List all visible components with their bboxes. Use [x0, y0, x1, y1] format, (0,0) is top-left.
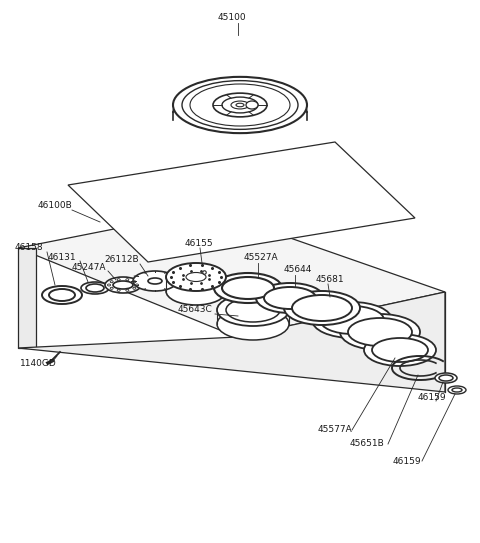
Ellipse shape: [148, 278, 162, 284]
Text: 46100B: 46100B: [38, 200, 73, 210]
Text: 26112B: 26112B: [104, 256, 139, 264]
Ellipse shape: [113, 281, 133, 289]
Text: 45651B: 45651B: [350, 439, 385, 449]
Ellipse shape: [110, 281, 113, 283]
Ellipse shape: [213, 93, 267, 117]
Ellipse shape: [452, 388, 462, 392]
Ellipse shape: [110, 287, 113, 289]
Ellipse shape: [284, 291, 360, 325]
Polygon shape: [68, 142, 415, 262]
Ellipse shape: [105, 277, 141, 293]
Ellipse shape: [133, 271, 177, 291]
Ellipse shape: [42, 286, 82, 304]
Ellipse shape: [86, 284, 104, 292]
Text: 45644: 45644: [284, 266, 312, 275]
Ellipse shape: [108, 284, 110, 286]
Ellipse shape: [246, 101, 258, 109]
Polygon shape: [18, 248, 36, 348]
Ellipse shape: [364, 334, 436, 366]
Ellipse shape: [173, 77, 307, 133]
Ellipse shape: [126, 279, 129, 281]
Ellipse shape: [133, 281, 136, 283]
Polygon shape: [18, 292, 445, 392]
Ellipse shape: [126, 289, 129, 292]
Ellipse shape: [264, 287, 316, 309]
Polygon shape: [18, 210, 445, 337]
Ellipse shape: [222, 277, 274, 299]
Ellipse shape: [448, 386, 466, 394]
Text: 45527A: 45527A: [244, 254, 278, 262]
Ellipse shape: [81, 282, 109, 294]
Ellipse shape: [190, 84, 290, 126]
Ellipse shape: [191, 275, 201, 279]
Ellipse shape: [117, 289, 120, 292]
Ellipse shape: [166, 263, 226, 291]
Ellipse shape: [217, 294, 289, 326]
Ellipse shape: [214, 273, 282, 303]
Ellipse shape: [226, 298, 280, 322]
Text: 45247A: 45247A: [72, 262, 107, 272]
Ellipse shape: [231, 101, 249, 109]
Ellipse shape: [320, 306, 384, 334]
Ellipse shape: [133, 287, 136, 289]
Ellipse shape: [439, 375, 453, 381]
Text: 46131: 46131: [48, 252, 77, 262]
Ellipse shape: [236, 103, 244, 107]
Text: 45681: 45681: [316, 275, 345, 285]
Text: 46159: 46159: [418, 394, 446, 402]
Ellipse shape: [340, 314, 420, 350]
Ellipse shape: [182, 81, 298, 129]
Ellipse shape: [135, 284, 139, 286]
Text: 45100: 45100: [218, 12, 247, 22]
Ellipse shape: [435, 373, 457, 383]
Ellipse shape: [186, 273, 206, 281]
Text: 45643C: 45643C: [178, 306, 213, 314]
Ellipse shape: [222, 97, 258, 113]
Ellipse shape: [166, 277, 226, 305]
Text: 46155: 46155: [185, 239, 214, 249]
Ellipse shape: [49, 289, 75, 301]
Ellipse shape: [348, 318, 412, 346]
Text: 1140GD: 1140GD: [20, 358, 57, 368]
Ellipse shape: [292, 295, 352, 321]
Text: 46158: 46158: [15, 243, 44, 251]
Text: 46159: 46159: [393, 457, 421, 465]
Ellipse shape: [372, 338, 428, 362]
Text: 45577A: 45577A: [318, 426, 353, 434]
Ellipse shape: [256, 283, 324, 313]
Ellipse shape: [312, 302, 392, 338]
Ellipse shape: [117, 279, 120, 281]
Ellipse shape: [217, 308, 289, 340]
